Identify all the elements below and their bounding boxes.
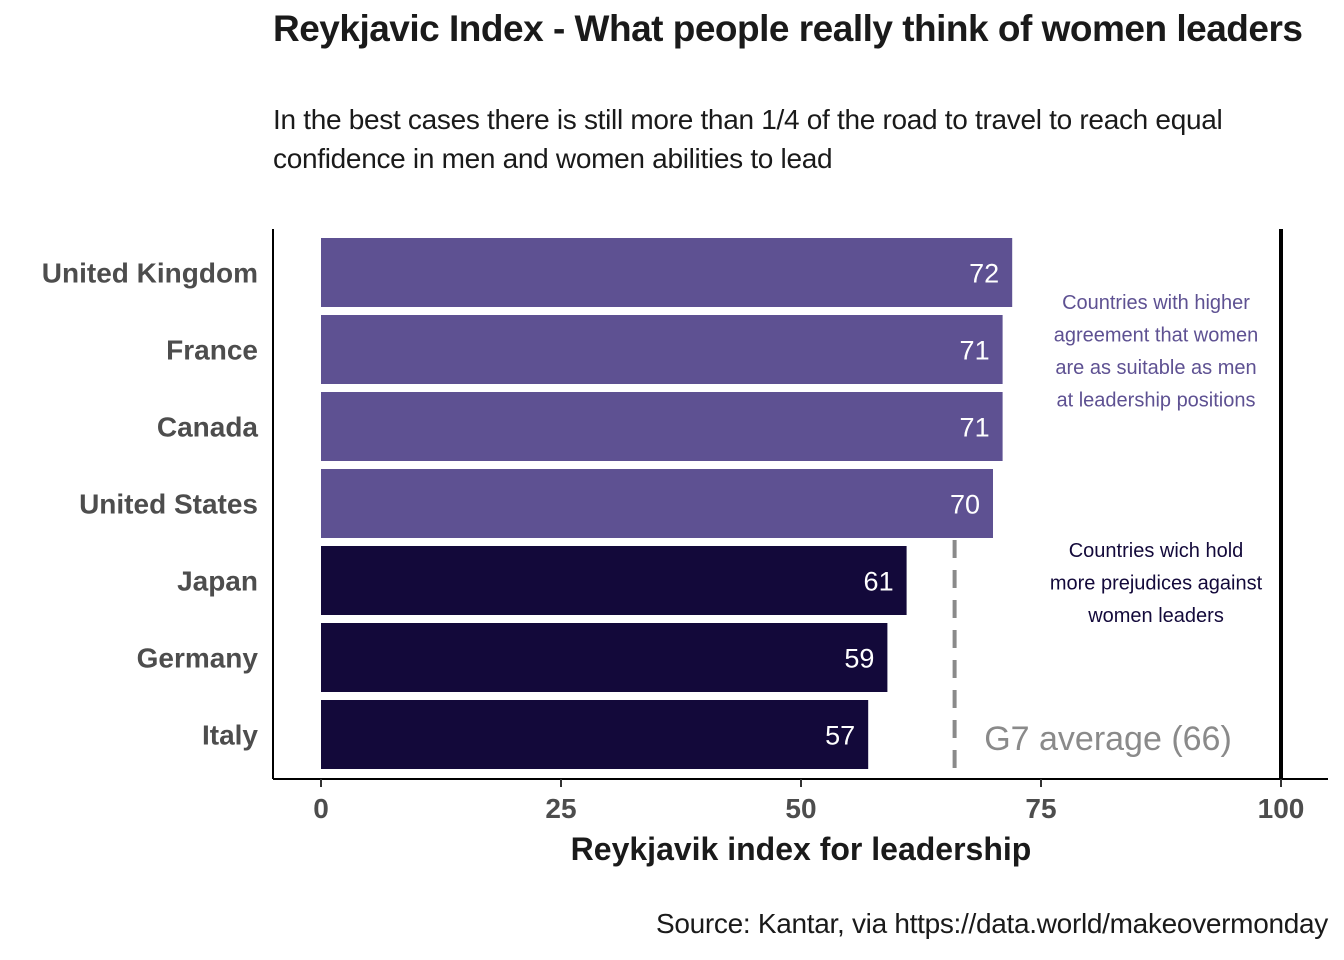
x-axis-title: Reykjavik index for leadership [571,831,1032,867]
data-label: 57 [825,721,855,751]
chart-title: Reykjavic Index - What people really thi… [273,8,1303,49]
x-tick-label: 75 [1025,793,1056,824]
y-tick-label: Germany [137,643,259,674]
y-tick-label: France [166,335,258,366]
x-tick-label: 100 [1258,793,1305,824]
annotation-line: are as suitable as men [1055,357,1256,379]
bar-japan [321,546,907,615]
chart-subtitle: In the best cases there is still more th… [273,104,1223,174]
y-tick-label: United States [79,489,258,520]
y-tick-label: United Kingdom [42,258,258,289]
annotation-line: Countries wich hold [1069,540,1244,562]
annotation-line: women leaders [1087,605,1224,627]
y-tick-label: Italy [202,720,258,751]
bar-italy [321,700,869,769]
annotation-line: agreement that women [1054,325,1259,347]
annotation-line: at leadership positions [1056,390,1255,412]
bar-canada [321,392,1003,461]
x-tick-label: 50 [785,793,816,824]
bar-germany [321,623,888,692]
chart-caption: Source: Kantar, via https://data.world/m… [655,908,1328,939]
x-tick-label: 0 [313,793,329,824]
bar-united-states [321,469,993,538]
annotation-line: Countries with higher [1062,292,1250,314]
data-label: 71 [960,336,990,366]
y-tick-label: Japan [177,566,258,597]
data-label: 70 [950,490,980,520]
average-label: G7 average (66) [984,720,1232,758]
y-tick-label: Canada [157,412,259,443]
data-label: 71 [960,413,990,443]
bar-united-kingdom [321,238,1013,307]
bar-france [321,315,1003,384]
x-tick-label: 25 [545,793,576,824]
annotation-line: more prejudices against [1050,573,1263,595]
data-label: 61 [864,567,894,597]
data-label: 59 [844,644,874,674]
data-label: 72 [969,259,999,289]
